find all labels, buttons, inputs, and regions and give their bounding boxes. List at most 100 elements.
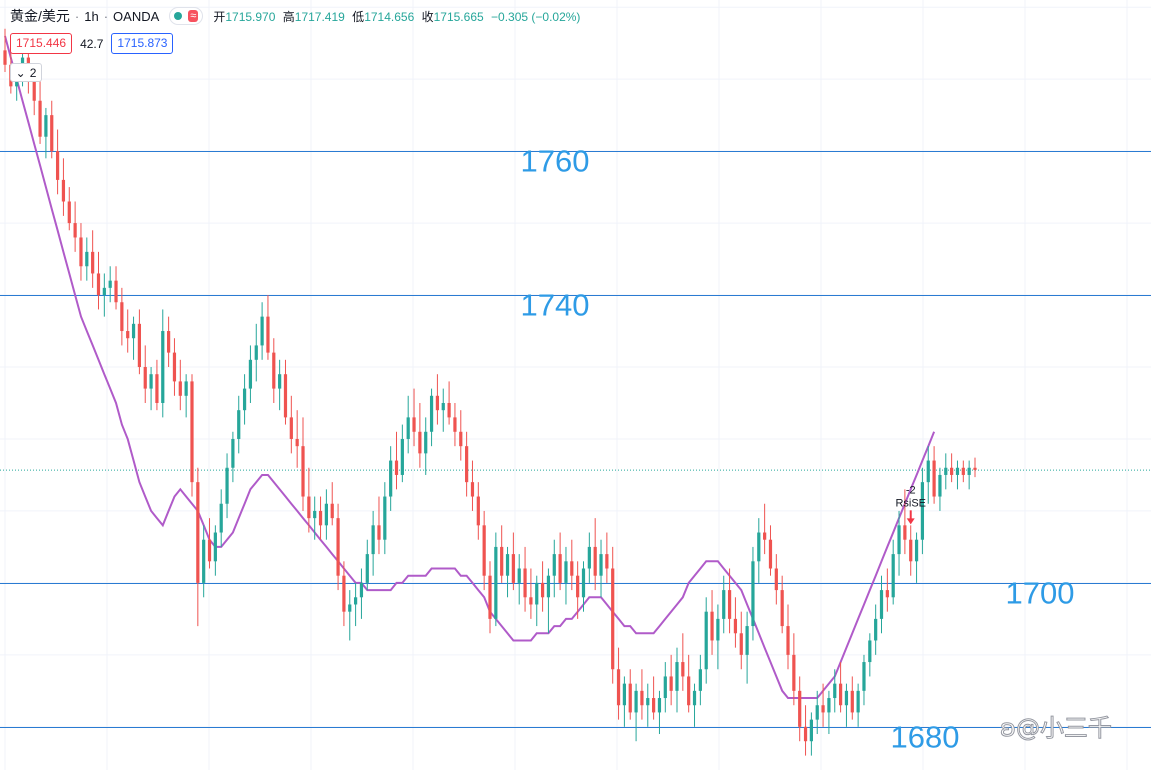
candle xyxy=(348,590,352,641)
candle xyxy=(646,683,650,727)
candle-body xyxy=(780,590,784,627)
symbol-name[interactable]: 黄金/美元 xyxy=(10,8,70,24)
candle-body xyxy=(394,460,399,475)
weibo-logo-icon: ʚ xyxy=(1000,714,1017,743)
candle xyxy=(944,453,948,490)
candle-body xyxy=(698,669,702,691)
interval-label[interactable]: 1h xyxy=(84,8,99,24)
candle xyxy=(710,590,714,655)
candle xyxy=(283,359,288,425)
candle xyxy=(780,575,784,634)
candle xyxy=(874,604,878,655)
candle xyxy=(786,604,790,670)
candle-body xyxy=(202,539,206,583)
candle-body xyxy=(605,554,609,569)
candle xyxy=(897,510,901,576)
candle xyxy=(365,539,369,591)
candle-body xyxy=(920,482,925,540)
candle xyxy=(511,532,515,591)
buy-price-button[interactable]: 1715.873 xyxy=(111,33,174,54)
candle-body xyxy=(827,698,831,713)
candle-body xyxy=(768,539,773,569)
candle xyxy=(494,532,498,627)
candle-body xyxy=(465,446,469,483)
candle xyxy=(821,683,825,727)
candle-body xyxy=(96,273,101,296)
candle xyxy=(272,338,276,403)
candle-body xyxy=(44,115,48,137)
candle xyxy=(55,129,60,195)
sell-price-button[interactable]: 1715.446 xyxy=(10,33,73,54)
candle-body xyxy=(50,115,54,152)
candle xyxy=(196,467,200,627)
candle-body xyxy=(178,381,182,396)
candle xyxy=(313,496,317,540)
candle-body xyxy=(944,467,948,475)
candle xyxy=(634,683,638,742)
candle xyxy=(172,338,177,396)
close-value: 1715.665 xyxy=(433,9,484,24)
candle xyxy=(727,568,732,634)
candle-body xyxy=(3,50,7,65)
candle-body xyxy=(669,676,673,691)
candle xyxy=(155,359,159,411)
candle xyxy=(38,79,42,144)
candle xyxy=(523,546,527,612)
candle-body xyxy=(266,316,270,353)
candle xyxy=(470,460,475,511)
candle xyxy=(441,388,445,432)
candle xyxy=(85,237,89,281)
candle-body xyxy=(365,554,369,583)
candle xyxy=(178,359,182,411)
candle xyxy=(3,28,7,72)
candle-body xyxy=(593,546,597,576)
candle xyxy=(914,532,919,583)
candle xyxy=(149,367,153,411)
candle xyxy=(96,251,101,310)
candle xyxy=(909,525,913,576)
horizontal-levels[interactable]: 1760 1740 1700 1680 xyxy=(0,144,1151,755)
candle-body xyxy=(809,719,813,742)
candle xyxy=(242,374,247,425)
ohlc-values: 开1715.970 高1717.419 低1714.656 收1715.665 … xyxy=(213,8,584,25)
candle-body xyxy=(640,690,644,706)
candle-body xyxy=(745,626,749,655)
candle xyxy=(120,287,124,346)
candle-body xyxy=(242,388,247,411)
candle-body xyxy=(348,604,352,612)
signal-arrow-down-icon xyxy=(906,518,915,525)
candle xyxy=(517,554,521,605)
market-status-pill[interactable]: ≈ xyxy=(169,7,204,25)
candle-body xyxy=(459,431,463,447)
change-value: −0.305 (−0.02%) xyxy=(491,9,581,24)
candle xyxy=(377,496,381,555)
candle-body xyxy=(488,575,492,619)
candle xyxy=(465,431,469,497)
collapse-indicators-button[interactable]: ⌄ 2 xyxy=(10,63,42,82)
candle-body xyxy=(424,431,428,454)
candle-body xyxy=(576,575,580,598)
candle xyxy=(476,482,480,540)
candle-body xyxy=(634,690,638,713)
candle-body xyxy=(167,331,171,353)
candle-body xyxy=(114,280,118,303)
candle-body xyxy=(675,662,679,691)
candle xyxy=(488,561,492,634)
candle-body xyxy=(429,395,434,432)
candle xyxy=(564,546,568,605)
candle-body xyxy=(131,323,136,339)
candle-body xyxy=(377,525,381,540)
candle xyxy=(424,417,428,475)
candle-body xyxy=(646,698,650,706)
level-label-1700: 1700 xyxy=(1006,576,1075,611)
candle-body xyxy=(838,683,843,706)
spread-value: 42.7 xyxy=(80,36,104,51)
candle xyxy=(260,302,264,360)
level-label-1760: 1760 xyxy=(521,144,590,179)
candle-body xyxy=(324,503,328,526)
candle xyxy=(342,561,346,627)
candle xyxy=(295,410,299,468)
candle-body xyxy=(540,582,545,598)
candle xyxy=(418,402,422,468)
